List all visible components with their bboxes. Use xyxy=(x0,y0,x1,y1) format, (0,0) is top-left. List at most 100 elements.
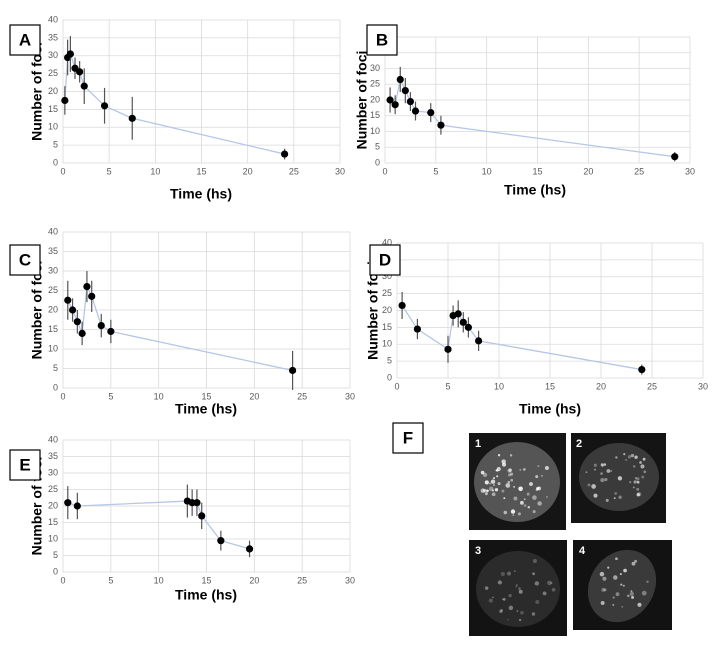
image-label: 2 xyxy=(576,438,582,450)
data-point xyxy=(281,150,289,158)
focus xyxy=(541,475,543,477)
y-tick-label: 5 xyxy=(375,142,380,152)
focus xyxy=(531,612,536,616)
focus xyxy=(615,557,618,561)
x-tick-label: 30 xyxy=(335,166,345,176)
focus xyxy=(636,477,640,481)
y-tick-label: 10 xyxy=(48,343,58,353)
x-tick-label: 30 xyxy=(345,575,355,585)
y-tick-label: 30 xyxy=(48,265,58,275)
focus xyxy=(606,469,611,473)
y-axis-label: Number of foci xyxy=(29,457,45,556)
focus xyxy=(492,477,495,480)
focus xyxy=(612,596,615,599)
y-tick-label: 0 xyxy=(53,382,58,392)
x-tick-label: 10 xyxy=(154,575,164,585)
focus xyxy=(515,585,518,588)
focus xyxy=(516,610,519,612)
focus xyxy=(641,475,645,479)
focus xyxy=(517,512,521,516)
x-tick-label: 0 xyxy=(60,391,65,401)
x-axis-label: Time (hs) xyxy=(175,401,237,417)
y-tick-label: 30 xyxy=(370,63,380,73)
y-tick-label: 15 xyxy=(48,104,58,114)
x-tick-label: 20 xyxy=(583,166,593,176)
data-point xyxy=(128,114,136,122)
y-tick-label: 10 xyxy=(48,122,58,132)
x-tick-label: 10 xyxy=(494,381,504,391)
focus xyxy=(499,609,503,613)
focus xyxy=(629,591,634,596)
y-tick-label: 0 xyxy=(53,566,58,576)
focus xyxy=(639,461,642,464)
x-tick-label: 30 xyxy=(685,166,695,176)
focus xyxy=(509,454,513,457)
focus xyxy=(636,493,641,497)
panel-label: D xyxy=(379,250,391,269)
focus xyxy=(641,590,647,596)
focus xyxy=(587,483,591,487)
focus xyxy=(615,592,620,597)
panel-label-box xyxy=(392,422,424,454)
focus xyxy=(599,571,605,577)
focus xyxy=(513,486,516,488)
focus xyxy=(603,588,607,592)
data-point xyxy=(406,97,415,106)
focus xyxy=(610,470,613,472)
image-label: 4 xyxy=(579,545,586,557)
panel-label: F xyxy=(403,428,413,447)
focus xyxy=(497,580,502,585)
focus xyxy=(621,605,624,608)
focus xyxy=(518,589,523,594)
focus xyxy=(508,468,512,472)
focus xyxy=(495,469,498,472)
focus xyxy=(532,495,537,500)
y-tick-label: 40 xyxy=(48,434,58,444)
focus xyxy=(527,506,530,509)
y-tick-label: 25 xyxy=(370,79,380,89)
focus xyxy=(503,497,506,500)
y-tick-label: 10 xyxy=(382,339,392,349)
y-tick-label: 10 xyxy=(370,126,380,136)
focus xyxy=(513,496,518,501)
x-tick-label: 15 xyxy=(201,575,211,585)
y-tick-label: 30 xyxy=(48,50,58,60)
focus xyxy=(600,478,605,483)
focus xyxy=(508,593,512,598)
focus xyxy=(631,561,636,566)
data-point xyxy=(401,86,409,95)
data-point xyxy=(97,322,105,330)
x-tick-label: 10 xyxy=(154,391,164,401)
focus xyxy=(482,472,488,477)
data-point xyxy=(289,366,297,375)
focus xyxy=(519,486,522,489)
foci xyxy=(480,452,649,622)
focus xyxy=(614,492,618,495)
y-tick-label: 35 xyxy=(48,246,58,256)
x-tick-label: 5 xyxy=(445,381,450,391)
x-tick-label: 0 xyxy=(60,575,65,585)
focus xyxy=(507,618,509,621)
focus xyxy=(534,581,540,586)
focus xyxy=(535,475,539,479)
y-tick-label: 10 xyxy=(48,533,58,543)
focus xyxy=(484,480,489,485)
focus xyxy=(634,455,638,459)
focus xyxy=(505,483,511,488)
y-axis-label: Number of foci xyxy=(365,261,381,360)
focus xyxy=(613,497,616,500)
focus xyxy=(593,468,596,471)
focus xyxy=(547,580,552,586)
focus xyxy=(600,601,605,605)
x-tick-label: 25 xyxy=(297,391,307,401)
focus xyxy=(632,486,635,489)
data-point xyxy=(475,337,483,345)
focus xyxy=(484,492,488,496)
focus xyxy=(643,470,647,474)
focus xyxy=(491,492,496,497)
focus xyxy=(510,509,516,514)
focus xyxy=(627,594,630,598)
